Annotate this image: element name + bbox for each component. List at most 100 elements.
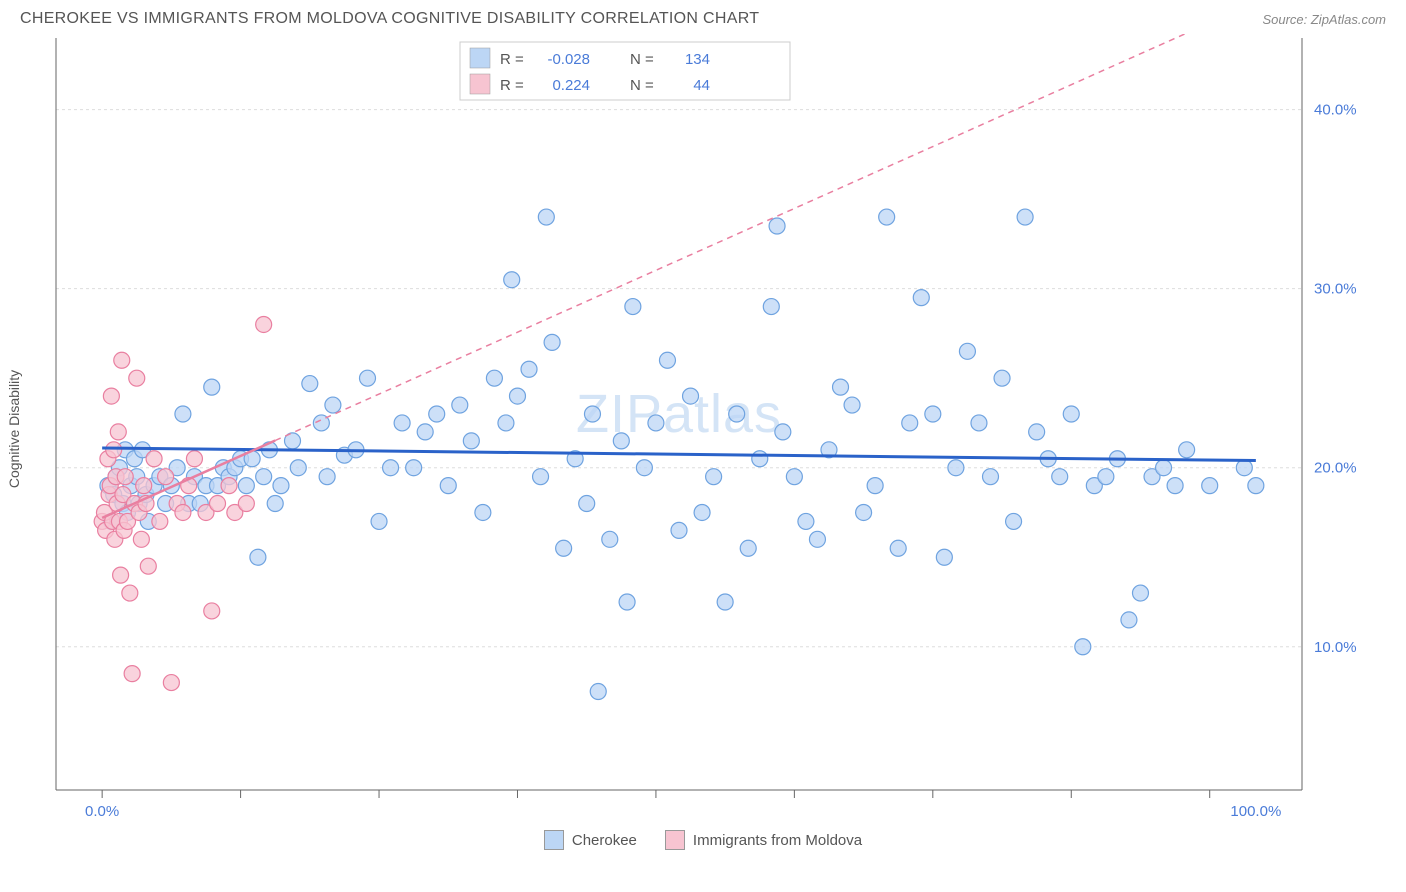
scatter-point: [204, 379, 220, 395]
watermark: ZIPatlas: [576, 384, 782, 444]
stats-n-value: 134: [685, 51, 710, 68]
y-tick-label: 40.0%: [1314, 102, 1357, 119]
scatter-point: [1156, 460, 1172, 476]
scatter-point: [994, 370, 1010, 386]
scatter-point: [486, 370, 502, 386]
scatter-point: [129, 370, 145, 386]
scatter-point: [504, 272, 520, 288]
stats-swatch: [470, 74, 490, 94]
x-tick-label: 100.0%: [1230, 803, 1281, 820]
scatter-point: [1179, 442, 1195, 458]
scatter-point: [1167, 478, 1183, 494]
scatter-point: [440, 478, 456, 494]
scatter-point: [238, 478, 254, 494]
scatter-point: [544, 334, 560, 350]
scatter-point: [786, 469, 802, 485]
scatter-point: [175, 406, 191, 422]
scatter-point: [175, 504, 191, 520]
scatter-point: [152, 513, 168, 529]
scatter-point: [463, 433, 479, 449]
legend-swatch: [544, 830, 564, 850]
legend-swatch: [665, 830, 685, 850]
scatter-point: [133, 531, 149, 547]
scatter-point: [533, 469, 549, 485]
scatter-point: [371, 513, 387, 529]
scatter-point: [498, 415, 514, 431]
scatter-point: [913, 290, 929, 306]
scatter-point: [948, 460, 964, 476]
y-tick-label: 20.0%: [1314, 460, 1357, 477]
scatter-point: [475, 504, 491, 520]
scatter-point: [971, 415, 987, 431]
title-bar: CHEROKEE VS IMMIGRANTS FROM MOLDOVA COGN…: [0, 0, 1406, 34]
scatter-point: [936, 549, 952, 565]
legend-item: Cherokee: [544, 830, 637, 850]
scatter-point: [452, 397, 468, 413]
scatter-point: [163, 675, 179, 691]
scatter-point: [1052, 469, 1068, 485]
stats-n-label: N =: [630, 77, 654, 94]
scatter-point: [1248, 478, 1264, 494]
stats-r-label: R =: [500, 77, 524, 94]
scatter-point: [538, 209, 554, 225]
scatter-point: [250, 549, 266, 565]
scatter-point: [867, 478, 883, 494]
scatter-point: [521, 361, 537, 377]
scatter-point: [683, 388, 699, 404]
scatter-point: [659, 352, 675, 368]
scatter-point: [1132, 585, 1148, 601]
scatter-point: [856, 504, 872, 520]
plot-area: Cognitive Disability 10.0%20.0%30.0%40.0…: [20, 34, 1386, 824]
scatter-point: [140, 558, 156, 574]
scatter-point: [983, 469, 999, 485]
scatter-point: [146, 451, 162, 467]
scatter-point: [1075, 639, 1091, 655]
scatter-point: [809, 531, 825, 547]
scatter-point: [613, 433, 629, 449]
scatter-point: [579, 496, 595, 512]
scatter-point: [256, 469, 272, 485]
scatter-point: [706, 469, 722, 485]
stats-swatch: [470, 48, 490, 68]
scatter-point: [1006, 513, 1022, 529]
scatter-point: [136, 478, 152, 494]
scatter-point: [509, 388, 525, 404]
scatter-point: [902, 415, 918, 431]
legend-item: Immigrants from Moldova: [665, 830, 862, 850]
scatter-point: [406, 460, 422, 476]
scatter-point: [273, 478, 289, 494]
y-axis-label: Cognitive Disability: [6, 370, 22, 488]
scatter-point: [925, 406, 941, 422]
stats-n-label: N =: [630, 51, 654, 68]
scatter-point: [584, 406, 600, 422]
scatter-point: [122, 585, 138, 601]
scatter-plot: 10.0%20.0%30.0%40.0%ZIPatlas0.0%100.0%R …: [20, 34, 1370, 824]
scatter-point: [879, 209, 895, 225]
scatter-point: [204, 603, 220, 619]
scatter-point: [319, 469, 335, 485]
legend-label: Cherokee: [572, 832, 637, 849]
scatter-point: [383, 460, 399, 476]
scatter-point: [113, 567, 129, 583]
x-tick-label: 0.0%: [85, 803, 119, 820]
scatter-point: [1063, 406, 1079, 422]
scatter-point: [290, 460, 306, 476]
scatter-point: [186, 451, 202, 467]
scatter-point: [769, 218, 785, 234]
scatter-point: [625, 299, 641, 315]
scatter-point: [114, 352, 130, 368]
scatter-point: [1121, 612, 1137, 628]
scatter-point: [302, 376, 318, 392]
scatter-point: [798, 513, 814, 529]
scatter-point: [110, 424, 126, 440]
scatter-point: [221, 478, 237, 494]
scatter-point: [256, 316, 272, 332]
legend-label: Immigrants from Moldova: [693, 832, 862, 849]
scatter-point: [1236, 460, 1252, 476]
scatter-point: [740, 540, 756, 556]
stats-r-value: -0.028: [547, 51, 590, 68]
scatter-point: [729, 406, 745, 422]
scatter-point: [556, 540, 572, 556]
scatter-point: [158, 469, 174, 485]
scatter-point: [417, 424, 433, 440]
